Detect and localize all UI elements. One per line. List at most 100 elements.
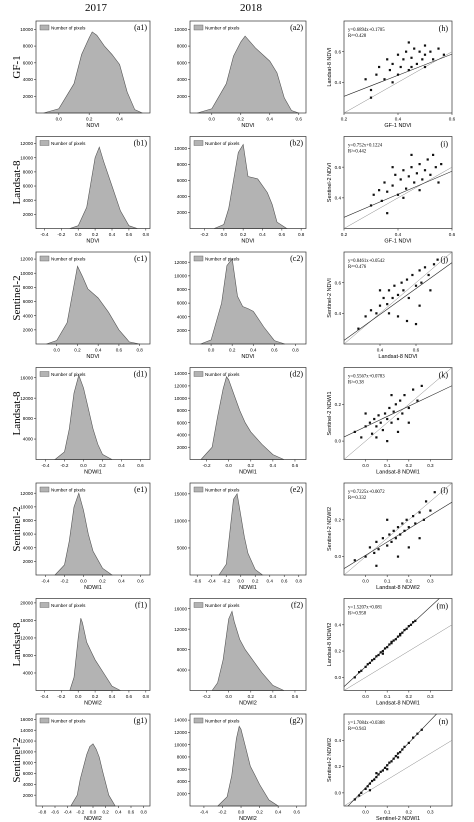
x-tick-label: -0.4 (42, 579, 50, 584)
data-point (394, 638, 397, 641)
x-tick-label: 0.0 (75, 232, 82, 237)
data-point (407, 406, 410, 410)
panel-label: (a1) (134, 23, 147, 32)
data-point (399, 632, 402, 636)
x-tick-label: -0.8 (38, 810, 46, 815)
x-tick-label: 0.6 (137, 463, 144, 468)
legend-label: Number of pixels (51, 719, 86, 724)
legend-label: Number of pixels (51, 141, 86, 146)
y-tick-label: 16000 (20, 717, 33, 722)
panel-label: (g2) (290, 716, 304, 725)
x-tick-label: -0.2 (203, 694, 211, 699)
data-point (405, 627, 408, 630)
data-point (416, 399, 419, 402)
y-tick-label: 2000 (177, 445, 188, 450)
y-tick-label: 12000 (20, 491, 33, 496)
x-axis-label: NDWI1 (239, 470, 257, 476)
legend-label: Number of pixels (51, 488, 86, 493)
x-tick-label: 0.4 (95, 348, 102, 353)
histogram-c1: 0.0 0.2 0.4 0.6 0.8 2000 4000 6000 8000 10000 1200… (20, 251, 151, 360)
panel-label: (l) (440, 486, 448, 495)
data-point (386, 544, 389, 547)
data-point (432, 153, 435, 156)
panel-label: (m) (436, 602, 448, 611)
y-tick-label: 4000 (23, 198, 34, 203)
histogram-b2: -0.2 0.0 0.2 0.4 0.6 0.8 2000 4000 6000 8000 10000… (174, 136, 307, 245)
panel-label: (a2) (290, 23, 303, 32)
x-tick-label: -0.4 (64, 810, 72, 815)
y-tick-label: 6000 (177, 301, 188, 306)
data-point (396, 756, 400, 759)
x-tick-label: 0.0 (362, 694, 369, 699)
data-point (429, 50, 432, 53)
data-point (390, 540, 393, 543)
data-point (421, 178, 424, 181)
data-point (369, 88, 373, 92)
x-tick-label: 0.6 (116, 348, 123, 353)
data-point (364, 787, 367, 791)
histogram-d2: -0.2 0.0 0.2 0.4 0.6 2000 4000 6000 8000 10000 120… (174, 367, 307, 476)
y-tick-label: 4000 (23, 77, 34, 82)
panel-label: (h) (439, 24, 449, 33)
y-tick-label: 0.4 (335, 622, 342, 627)
histogram-area (200, 376, 285, 460)
x-tick-label: 0.1 (384, 463, 391, 468)
data-point (381, 649, 384, 653)
data-point (412, 621, 415, 624)
data-point (420, 281, 423, 284)
x-axis-label: NDVI (86, 239, 100, 245)
x-tick-label: 0.2 (341, 232, 348, 237)
data-point (360, 791, 363, 794)
data-point (410, 56, 413, 59)
histogram-e1: -0.4 -0.2 0.0 0.2 0.4 0.6 2000 4000 6000 8000 1000… (20, 482, 151, 591)
plot-frame (35, 367, 151, 460)
y-tick-label: 20000 (20, 600, 33, 605)
y-tick-label: 12000 (20, 257, 33, 262)
y-tick-label: 4000 (177, 77, 188, 82)
data-point (432, 58, 435, 61)
x-tick-label: 0.4 (275, 810, 282, 815)
x-tick-label: 0.0 (238, 810, 245, 815)
plot-area (344, 252, 452, 344)
data-point (372, 193, 375, 196)
data-point (388, 643, 391, 646)
y-tick-label: 0.2 (335, 649, 342, 654)
y-tick-label: 8000 (23, 44, 34, 49)
data-point (420, 728, 423, 731)
data-point (379, 770, 382, 773)
data-point (416, 732, 419, 735)
data-point (375, 655, 378, 658)
x-tick-label: 0.4 (270, 463, 277, 468)
y-tick-label: 12000 (20, 739, 33, 744)
data-point (382, 296, 385, 300)
data-point (381, 652, 384, 655)
data-point (386, 764, 389, 767)
x-tick-label: 0.8 (143, 232, 150, 237)
y-tick-label: 12000 (20, 141, 33, 146)
data-point (370, 432, 374, 435)
x-axis-label: GF-1 NDVI (384, 239, 412, 245)
x-tick-label: 0.0 (225, 694, 232, 699)
fit-equation: y=0.7225x+0.0072 (348, 490, 385, 495)
data-point (390, 421, 393, 424)
x-tick-label: 0.3 (427, 694, 434, 699)
data-point (392, 639, 395, 642)
data-point (364, 425, 367, 428)
legend-swatch (193, 140, 204, 146)
y-axis-label: Landsat-8 NDWI2 (327, 623, 333, 667)
x-tick-label: -0.2 (203, 463, 211, 468)
x-tick-label: 0.2 (406, 463, 413, 468)
panel-label: (e1) (134, 485, 147, 494)
fit-r-squared: R²=0.442 (348, 149, 367, 155)
legend-label: Number of pixels (51, 257, 86, 262)
legend-label: Number of pixels (205, 257, 240, 262)
data-point (364, 78, 367, 81)
data-point (423, 44, 427, 47)
y-axis-label: Landsat-8 NDVI (327, 47, 333, 87)
y-tick-label: 10000 (174, 742, 187, 747)
data-point (402, 58, 405, 61)
plot-frame (189, 251, 307, 345)
histogram-area (197, 35, 299, 114)
